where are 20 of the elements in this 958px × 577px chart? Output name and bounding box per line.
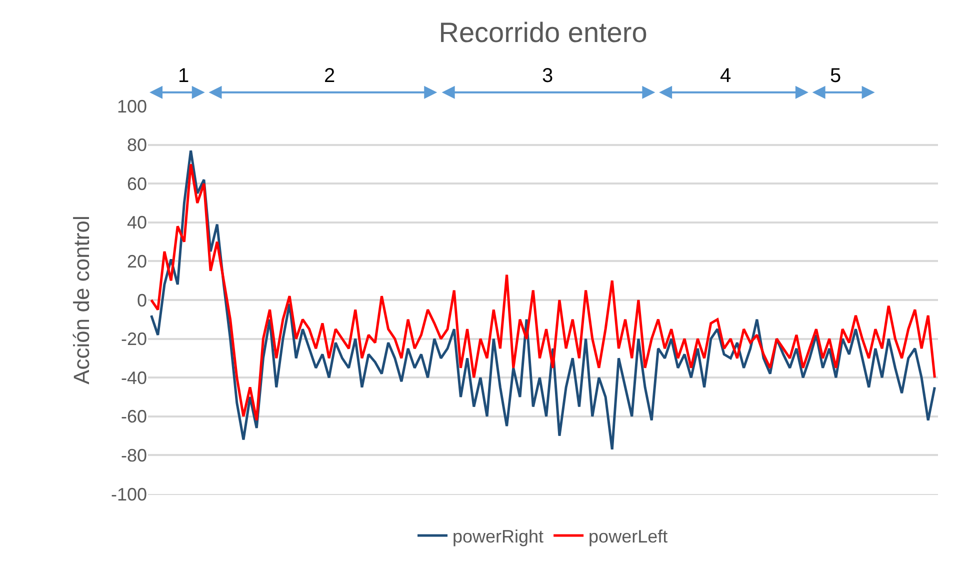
legend-label: powerLeft — [588, 526, 668, 546]
y-tick-label: 20 — [126, 252, 147, 272]
y-tick-label: 100 — [116, 96, 147, 116]
chart-title: Recorrido entero — [438, 16, 648, 48]
y-tick-label: -20 — [120, 329, 147, 350]
y-tick-label: -60 — [120, 406, 147, 427]
y-tick-label: 60 — [126, 174, 147, 194]
text: 2 — [324, 65, 336, 87]
legend-label: powerRight — [452, 526, 544, 546]
y-tick-label: 0 — [136, 290, 147, 310]
y-tick-label: 80 — [126, 135, 147, 156]
y-tick-label: -100 — [110, 484, 147, 504]
y-tick-label: -80 — [120, 446, 147, 466]
y-axis-title: Acción de control — [68, 216, 94, 384]
text: 4 — [720, 65, 732, 87]
y-tick-label: 40 — [126, 212, 147, 233]
text: 5 — [830, 65, 842, 87]
text: 3 — [542, 65, 554, 87]
y-tick-label: -40 — [120, 368, 147, 388]
text: 1 — [178, 65, 190, 87]
